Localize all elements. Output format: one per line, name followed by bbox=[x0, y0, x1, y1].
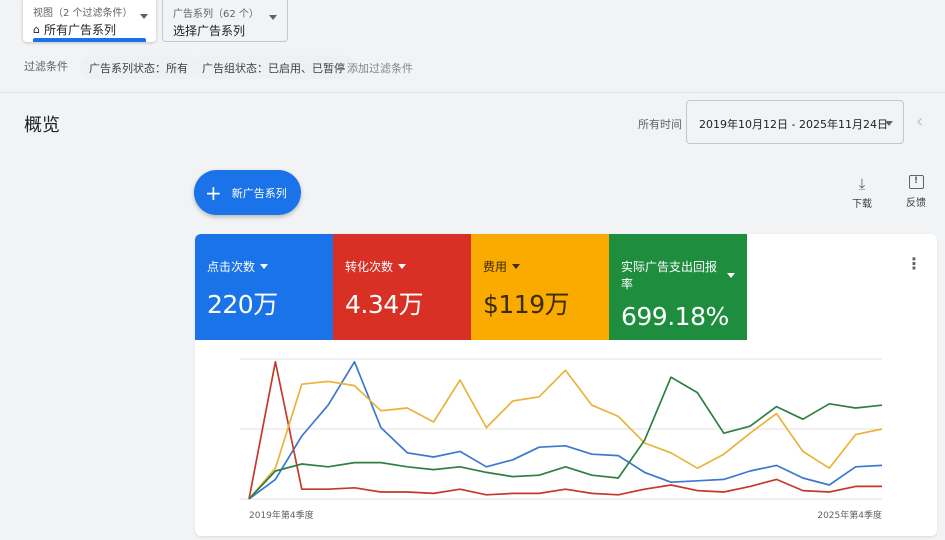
chevron-down-icon bbox=[269, 15, 277, 20]
date-range-value: 2019年10月12日 - 2025年11月24日 bbox=[699, 118, 888, 131]
view-selector-value: 所有广告系列 bbox=[43, 23, 116, 37]
metric-value: $119万 bbox=[483, 290, 570, 319]
filter-chip-campaign-status[interactable]: 广告系列状态：所有 bbox=[80, 55, 197, 79]
home-icon: ⌂ bbox=[33, 23, 40, 36]
metric-label: 点击次数 bbox=[207, 260, 256, 274]
new-campaign-button[interactable]: + 新广告系列 bbox=[194, 170, 301, 215]
download-icon: ⤓ bbox=[858, 175, 866, 193]
series-line-0 bbox=[248, 360, 883, 500]
metric-card-conversions[interactable]: 转化次数 4.34万 bbox=[333, 234, 471, 340]
feedback-button[interactable]: ! 反馈 bbox=[903, 175, 929, 209]
download-button[interactable]: ⤓ 下载 bbox=[849, 175, 875, 210]
metric-label: 实际广告支出回报率 bbox=[621, 260, 718, 291]
metric-value: 4.34万 bbox=[345, 290, 424, 319]
feedback-icon: ! bbox=[908, 175, 924, 189]
metric-card-clicks[interactable]: 点击次数 220万 bbox=[195, 234, 333, 340]
chevron-down-icon bbox=[727, 272, 735, 278]
page-title: 概览 bbox=[24, 115, 60, 136]
view-selector[interactable]: 视图（2 个过滤条件） ⌂ 所有广告系列 bbox=[23, 0, 156, 42]
x-tick-label-start: 2019年第4季度 bbox=[249, 509, 314, 521]
chevron-down-icon bbox=[260, 264, 269, 269]
campaign-selector[interactable]: 广告系列（62 个） 选择广告系列 bbox=[162, 0, 288, 42]
metric-value: 699.18% bbox=[621, 302, 729, 331]
metric-label: 转化次数 bbox=[345, 260, 394, 274]
metric-label: 费用 bbox=[483, 260, 508, 274]
x-tick-label-end: 2025年第4季度 bbox=[817, 509, 882, 521]
previous-period-button[interactable]: ‹ bbox=[916, 111, 924, 132]
series-line-1 bbox=[248, 360, 882, 500]
view-selector-label: 视图（2 个过滤条件） bbox=[33, 8, 133, 19]
series-line-2 bbox=[248, 369, 883, 500]
feedback-label: 反馈 bbox=[906, 198, 926, 209]
chevron-down-icon bbox=[398, 264, 407, 269]
chevron-down-icon bbox=[140, 14, 148, 19]
plus-icon: + bbox=[205, 180, 222, 205]
metric-card-roas[interactable]: 实际广告支出回报率 699.18% bbox=[609, 234, 747, 340]
new-campaign-label: 新广告系列 bbox=[231, 186, 287, 200]
campaign-selector-value: 选择广告系列 bbox=[173, 24, 246, 38]
metric-value: 220万 bbox=[207, 290, 278, 319]
active-indicator bbox=[33, 38, 146, 42]
campaign-selector-label: 广告系列（62 个） bbox=[173, 9, 259, 20]
add-filter-link[interactable]: 添加过滤条件 bbox=[347, 62, 413, 75]
divider bbox=[0, 92, 945, 93]
metric-card-cost[interactable]: 费用 $119万 bbox=[471, 234, 609, 340]
filters-label: 过滤条件 bbox=[24, 60, 68, 73]
filter-chip-adgroup-status[interactable]: 广告组状态：已启用、已暂停 bbox=[193, 55, 354, 79]
date-range-picker[interactable]: 2019年10月12日 - 2025年11月24日 bbox=[686, 100, 904, 144]
chevron-down-icon bbox=[885, 121, 893, 126]
range-label: 所有时间 bbox=[638, 118, 682, 131]
download-label: 下载 bbox=[852, 199, 872, 210]
series-line-3 bbox=[248, 376, 883, 500]
chevron-down-icon bbox=[512, 264, 521, 269]
more-options-icon[interactable]: ⋮ bbox=[906, 254, 922, 273]
